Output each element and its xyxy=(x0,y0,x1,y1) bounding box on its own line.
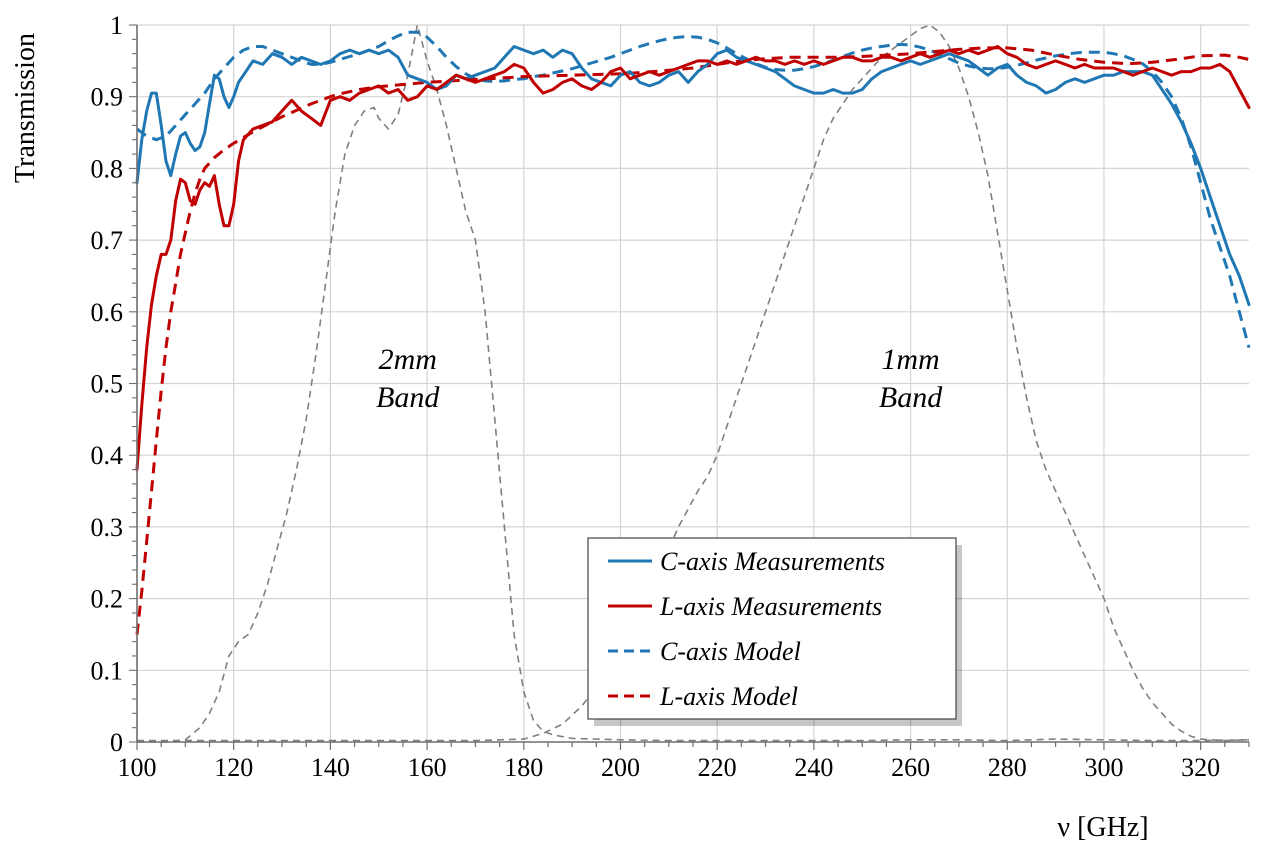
x-tick-label: 160 xyxy=(408,753,447,782)
y-tick-label: 0.3 xyxy=(91,513,124,542)
y-tick-label: 0.1 xyxy=(91,656,124,685)
band-annotation-line: Band xyxy=(879,381,943,414)
x-axis-title: ν [GHz] xyxy=(1057,812,1148,843)
x-tick-label: 180 xyxy=(504,753,543,782)
x-tick-label: 300 xyxy=(1084,753,1123,782)
band-annotation-line: 1mm xyxy=(881,343,939,376)
band-annotations: 2mm Band 1mm Band xyxy=(376,343,943,414)
band-curves xyxy=(137,24,1250,743)
legend-label: L-axis Measurements xyxy=(659,592,882,621)
series-c-axis-model xyxy=(136,30,1251,348)
band-annotation-1: 2mm Band xyxy=(376,343,440,414)
y-tick-label: 0.7 xyxy=(91,226,124,255)
y-tick-label: 0.5 xyxy=(91,370,124,399)
y-tick-label: 0.4 xyxy=(91,441,124,470)
x-tick-label: 100 xyxy=(118,753,157,782)
y-tick-label: 0.2 xyxy=(91,585,124,614)
x-tick-label: 140 xyxy=(311,753,350,782)
legend-box xyxy=(587,537,957,720)
series-l-axis-measurements xyxy=(135,45,1251,471)
y-tick-label: 0.6 xyxy=(91,298,124,327)
x-tick-label: 260 xyxy=(891,753,930,782)
x-tick-label: 220 xyxy=(698,753,737,782)
x-tick-label: 320 xyxy=(1181,753,1220,782)
y-tick-label: 0 xyxy=(110,728,123,757)
legend-label: C-axis Measurements xyxy=(660,547,885,576)
tick-labels: 100 120 140 160 180 200 220 240 260 280 300 320 0 0.1… xyxy=(91,11,1221,782)
series-1mm-band xyxy=(137,24,1250,742)
x-tick-label: 120 xyxy=(214,753,253,782)
grid xyxy=(137,24,1249,742)
band-annotation-line: Band xyxy=(376,381,440,414)
y-tick-label: 0.9 xyxy=(91,83,124,112)
data-series xyxy=(135,30,1251,635)
y-axis-title: Transmission xyxy=(10,33,41,183)
axes xyxy=(129,24,1250,750)
band-annotation-line: 2mm xyxy=(379,343,437,376)
band-annotation-2: 1mm Band xyxy=(879,343,943,414)
legend-label: L-axis Model xyxy=(659,682,798,711)
x-tick-label: 240 xyxy=(794,753,833,782)
x-tick-label: 200 xyxy=(601,753,640,782)
legend-items: C-axis Measurements L-axis Measurements C-… xyxy=(608,547,885,711)
series-c-axis-measurements xyxy=(135,45,1251,307)
y-tick-label: 0.8 xyxy=(91,154,124,183)
legend: C-axis Measurements L-axis Measurements C-… xyxy=(587,537,962,726)
legend-label: C-axis Model xyxy=(660,637,801,666)
y-tick-label: 1 xyxy=(110,11,123,40)
x-tick-label: 280 xyxy=(988,753,1027,782)
